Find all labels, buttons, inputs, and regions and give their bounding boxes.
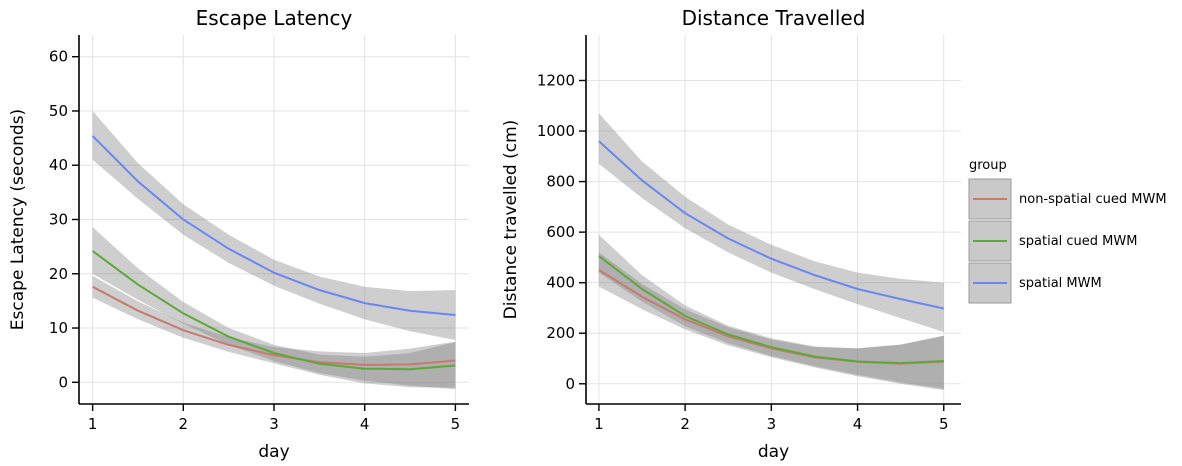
x-tick-label: 5 xyxy=(939,415,949,433)
y-axis-title: Distance travelled (cm) xyxy=(501,120,521,320)
confidence-band-spatial-cued-mwm xyxy=(598,234,944,389)
x-tick-label: 3 xyxy=(767,415,777,433)
distance-travelled-panel: 1 2 3 4 5 0 200 400 600 800 1000 1200 Distance Trave… xyxy=(501,6,961,462)
confidence-band-non-spatial-cued-mwm xyxy=(92,275,456,388)
y-tick-label: 0 xyxy=(565,375,575,393)
y-tick-label: 1200 xyxy=(537,71,575,89)
y-tick-label: 0 xyxy=(58,373,68,391)
y-tick-label: 200 xyxy=(546,324,575,342)
y-tick-label: 20 xyxy=(49,265,68,283)
legend: group non-spatial cued MWM spatial cued MW… xyxy=(968,158,1167,304)
legend-label: non-spatial cued MWM xyxy=(1019,192,1167,207)
y-tick-label: 1000 xyxy=(537,122,575,140)
legend-title: group xyxy=(969,158,1007,173)
x-tick-label: 1 xyxy=(88,415,98,433)
x-tick-label: 4 xyxy=(360,415,370,433)
x-tick-label: 2 xyxy=(680,415,690,433)
y-tick-label: 800 xyxy=(546,173,575,191)
series-line-spatial-mwm xyxy=(91,135,456,316)
y-tick-label: 400 xyxy=(546,274,575,292)
x-tick-label: 3 xyxy=(269,415,279,433)
y-tick-label: 60 xyxy=(49,48,68,66)
confidence-band-spatial-mwm xyxy=(598,113,944,332)
legend-label: spatial MWM xyxy=(1019,276,1102,291)
y-tick-label: 30 xyxy=(49,211,68,229)
x-axis-title: day xyxy=(758,442,789,462)
x-axis-title: day xyxy=(258,442,289,462)
series-line-spatial-cued-mwm xyxy=(92,250,456,371)
series-line-non-spatial-cued-mwm xyxy=(92,285,456,366)
x-tick-label: 4 xyxy=(853,415,863,433)
confidence-band-non-spatial-cued-mwm xyxy=(598,252,944,391)
legend-label: spatial cued MWM xyxy=(1019,234,1137,249)
x-tick-label: 5 xyxy=(451,415,461,433)
y-tick-label: 600 xyxy=(546,223,575,241)
x-tick-label: 1 xyxy=(594,415,604,433)
x-tick-label: 2 xyxy=(179,415,189,433)
chart-title: Distance Travelled xyxy=(682,6,866,30)
y-axis-title: Escape Latency (seconds) xyxy=(8,109,28,330)
y-tick-label: 10 xyxy=(49,319,68,337)
series-line-spatial-cued-mwm xyxy=(598,255,944,365)
y-tick-label: 40 xyxy=(49,156,68,174)
series-line-spatial-mwm xyxy=(598,140,945,310)
y-tick-label: 50 xyxy=(49,102,68,120)
chart-title: Escape Latency xyxy=(196,6,353,30)
confidence-band-spatial-mwm xyxy=(92,111,456,340)
confidence-band-spatial-cued-mwm xyxy=(92,227,456,390)
